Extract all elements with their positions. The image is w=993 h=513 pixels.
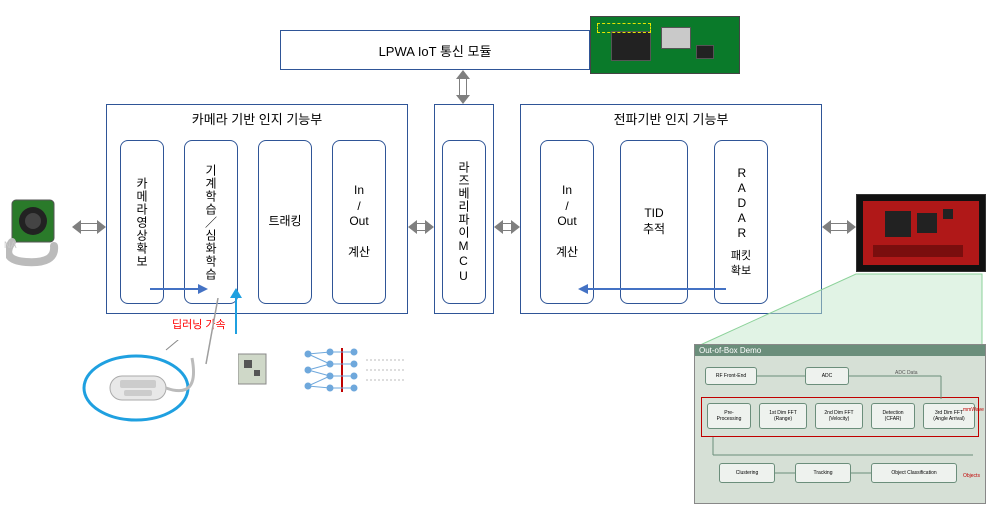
lpwa-module-box: LPWA IoT 통신 모듈 [280, 30, 590, 70]
pcb-hardware-icon [590, 16, 740, 74]
arrow-lpwa-mcu [456, 70, 470, 104]
radio-panel-title: 전파기반 인지 기능부 [521, 105, 821, 128]
arrow-cam-mcu [408, 220, 434, 234]
tid-label: TID 추적 [643, 206, 665, 237]
tid-box: TID 추적 [620, 140, 688, 304]
sub-diagram: Out-of-Box Demo RF Front-End ADC Pre- Pr… [694, 344, 986, 504]
svg-text:mmWave: mmWave [963, 407, 984, 413]
svg-text:Objects: Objects [963, 473, 980, 479]
cam-capture-box: 카메라영상확보 [120, 140, 164, 304]
tracking-box: 트래킹 [258, 140, 312, 304]
lpwa-module-label: LPWA IoT 통신 모듈 [379, 41, 492, 60]
radar-board-icon [856, 194, 986, 272]
ml-dl-box: 기계학습／심화학습 [184, 140, 238, 304]
tracking-label: 트래킹 [268, 214, 301, 230]
camera-panel-title: 카메라 기반 인지 기능부 [107, 105, 407, 128]
cam-inout-label: In / Out 계산 [348, 183, 370, 261]
lightblue-up-arrow-icon [228, 288, 244, 334]
arrow-radio-hw [822, 220, 856, 234]
cam-inout-box: In / Out 계산 [332, 140, 386, 304]
radio-inout-box: In / Out 계산 [540, 140, 594, 304]
mcu-box: 라즈베리파이MCU [442, 140, 486, 304]
watermark-text: NA [4, 240, 17, 250]
svg-text:ADC Data: ADC Data [895, 370, 918, 376]
nn-hardware-icon [238, 348, 298, 392]
nn-diagram-icon [300, 344, 410, 396]
cam-capture-label: 카메라영상확보 [134, 177, 151, 268]
gray-connector-line [200, 298, 230, 368]
mcu-label: 라즈베리파이MCU [456, 161, 473, 284]
arrow-mcu-radio [494, 220, 520, 234]
arrow-camera-hw [72, 220, 106, 234]
radio-inout-label: In / Out 계산 [556, 183, 578, 261]
ml-dl-label: 기계학습／심화학습 [203, 164, 220, 281]
radar-label: RADAR [733, 166, 749, 241]
blue-arrow-cam [150, 288, 200, 290]
